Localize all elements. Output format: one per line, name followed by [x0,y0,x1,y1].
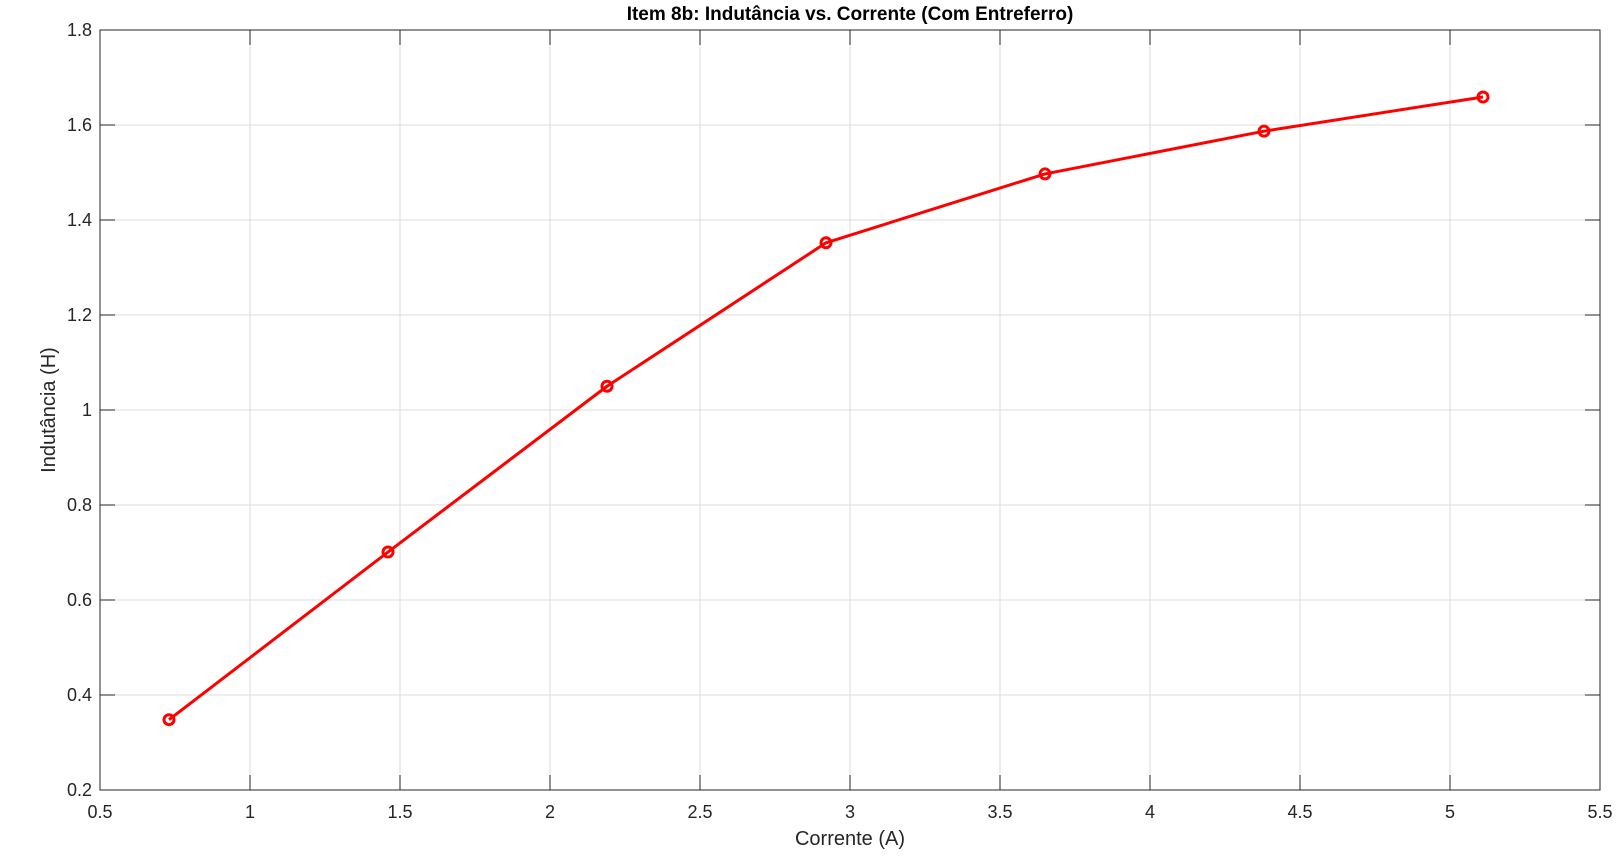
y-tick-label: 1.2 [67,305,92,325]
x-tick-label: 1.5 [387,802,412,822]
chart-title: Item 8b: Indutância vs. Corrente (Com En… [627,4,1074,25]
x-axis-title: Corrente (A) [795,828,905,850]
data-point-marker [1038,167,1052,181]
x-tick-label: 2.5 [687,802,712,822]
y-tick-label: 1 [82,400,92,420]
x-tick-label: 0.5 [87,802,112,822]
plot-box [99,29,1601,791]
y-tick-label: 1.4 [67,210,92,230]
y-tick-label: 0.6 [67,590,92,610]
data-point-marker [381,545,395,559]
y-tick-label: 1.8 [67,20,92,40]
x-tick-label: 5 [1445,802,1455,822]
data-point-marker [1257,124,1271,138]
x-tick-label: 1 [245,802,255,822]
x-tick-label: 4 [1145,802,1155,822]
data-point-marker [819,236,833,250]
x-tick-label: 5.5 [1587,802,1612,822]
data-point-marker [162,713,176,727]
x-tick-label: 3 [845,802,855,822]
series-line [168,95,1484,721]
y-tick-labels: 0.2 0.4 0.6 0.8 1 1.2 1.4 1.6 1.8 [67,20,92,800]
data-point-marker [600,379,614,393]
x-tick-labels: 0.5 1 1.5 2 2.5 3 3.5 4 4.5 5 5.5 [87,802,1612,822]
x-tick-label: 3.5 [987,802,1012,822]
data-point-marker [1476,90,1490,104]
y-tick-label: 0.4 [67,685,92,705]
x-tick-label: 2 [545,802,555,822]
y-tick-label: 1.6 [67,115,92,135]
series [162,90,1490,727]
x-tick-label: 4.5 [1287,802,1312,822]
y-tick-label: 0.2 [67,780,92,800]
y-axis-title: Indutância (H) [38,347,60,473]
y-tick-label: 0.8 [67,495,92,515]
